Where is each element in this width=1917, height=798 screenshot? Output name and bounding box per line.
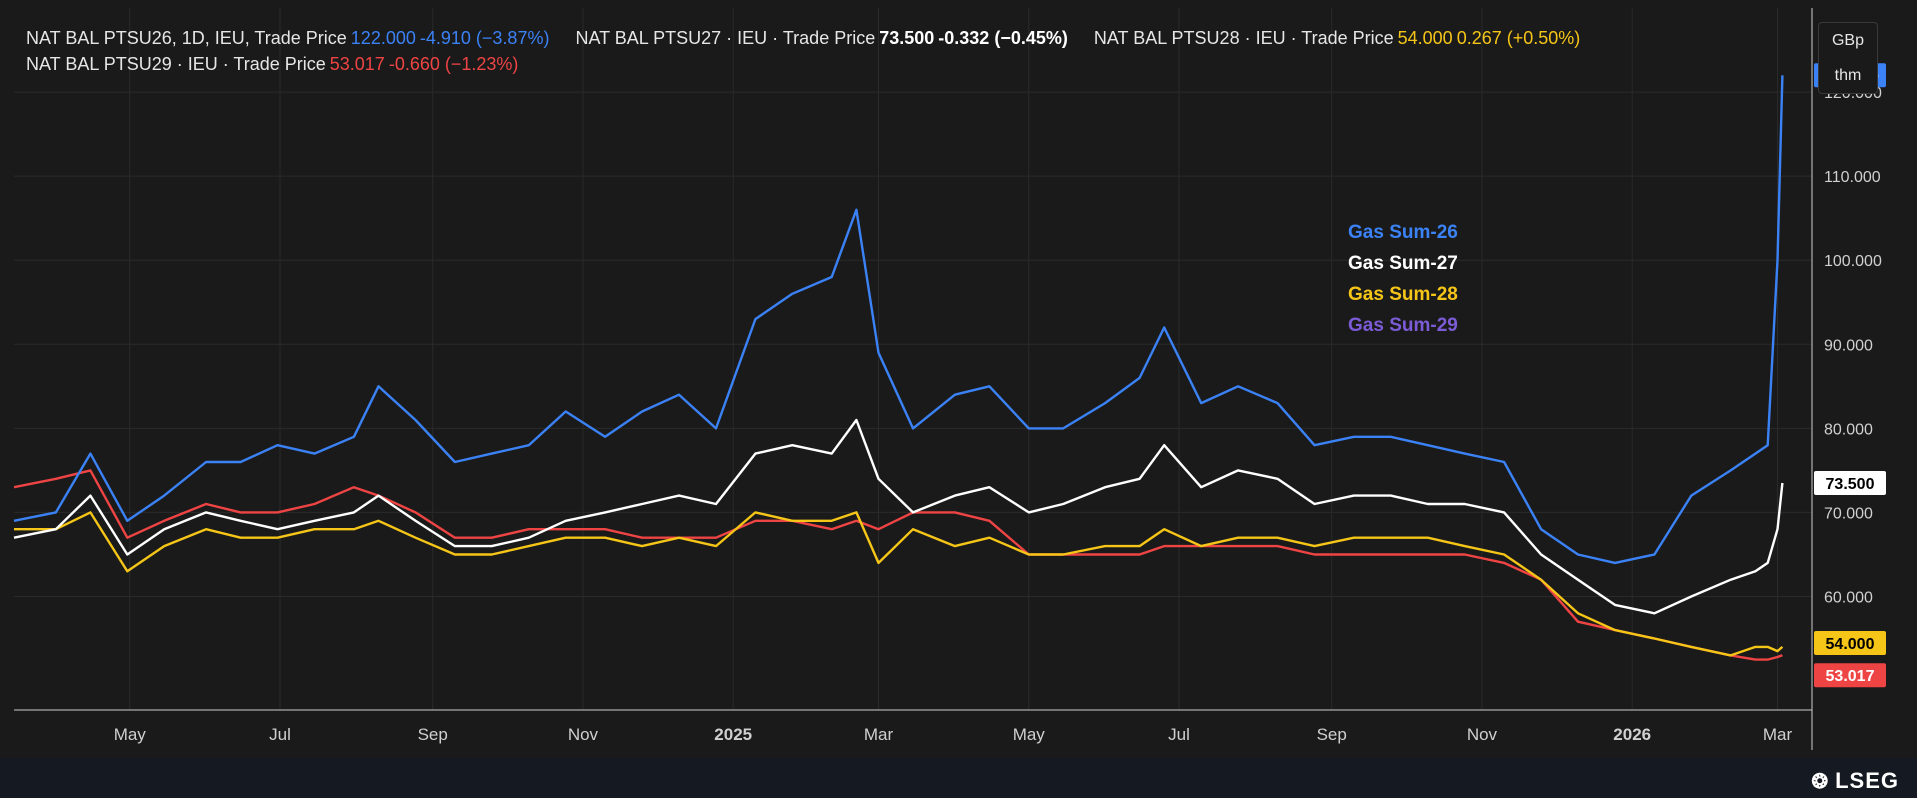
y-tick-label: 100.000 bbox=[1824, 253, 1882, 270]
price-tag-label: 73.500 bbox=[1826, 476, 1875, 493]
series-header-price: 53.017 bbox=[329, 54, 385, 74]
unit-selector-button[interactable]: GBp thm bbox=[1818, 22, 1878, 94]
series-header-change: 0.267 (+0.50%) bbox=[1456, 28, 1581, 48]
legend-entry: Gas Sum-27 bbox=[1348, 253, 1458, 274]
series-line-gas-sum-27 bbox=[13, 418, 1784, 615]
series-header-change: -4.910 (−3.87%) bbox=[419, 28, 550, 48]
legend-entry: Gas Sum-26 bbox=[1348, 222, 1458, 243]
series-header-change: -0.660 (−1.23%) bbox=[388, 54, 519, 74]
footer-bar bbox=[0, 758, 1917, 798]
x-tick-label: Nov bbox=[1467, 725, 1498, 744]
legend-entry: Gas Sum-28 bbox=[1348, 284, 1458, 305]
price-tag-bg bbox=[1814, 663, 1886, 688]
x-tick-label: Nov bbox=[568, 725, 599, 744]
x-tick-label: Sep bbox=[418, 725, 448, 744]
x-tick-label: May bbox=[114, 725, 147, 744]
unit-volume-label: thm bbox=[1834, 67, 1862, 84]
series-line-gas-sum-28 bbox=[14, 511, 1784, 657]
series-header-label: NAT BAL PTSU28 · IEU · Trade Price bbox=[1093, 28, 1394, 48]
series-header-label: NAT BAL PTSU27 · IEU · Trade Price bbox=[575, 28, 876, 48]
series-header-line-2: NAT BAL PTSU29 · IEU · Trade Price 53.017… bbox=[26, 54, 544, 75]
price-tag-label: 54.000 bbox=[1826, 636, 1875, 653]
series-header-line-1: NAT BAL PTSU26, 1D, IEU, Trade Price 122.… bbox=[26, 28, 1606, 49]
x-tick-label: Jul bbox=[1168, 725, 1190, 744]
price-tag-label: 53.017 bbox=[1826, 668, 1875, 685]
y-tick-label: 80.000 bbox=[1824, 421, 1873, 438]
brand-logo: ❂ LSEG bbox=[1811, 768, 1899, 794]
series-header-price: 54.000 bbox=[1397, 28, 1453, 48]
x-tick-label: May bbox=[1013, 725, 1046, 744]
series-header-label: NAT BAL PTSU26, 1D, IEU, Trade Price bbox=[26, 28, 347, 48]
y-tick-label: 90.000 bbox=[1824, 337, 1873, 354]
legend-entry: Gas Sum-29 bbox=[1348, 315, 1458, 336]
y-tick-label: 60.000 bbox=[1824, 590, 1873, 607]
series-header-price: 73.500 bbox=[879, 28, 935, 48]
x-tick-label: Mar bbox=[864, 725, 894, 744]
x-tick-label: Jul bbox=[269, 725, 291, 744]
series-line-gas-sum-26 bbox=[13, 75, 1784, 565]
plot-area bbox=[14, 8, 1812, 710]
price-chart[interactable]: 60.000 70.000 80.000 90.000 100.000 110.000 12… bbox=[0, 0, 1917, 758]
series-line-gas-sum-29 bbox=[13, 469, 1783, 661]
x-tick-label: 2025 bbox=[714, 725, 752, 744]
series-header-price: 122.000 bbox=[350, 28, 416, 48]
price-tag-bg bbox=[1814, 471, 1886, 496]
y-tick-label: 110.000 bbox=[1824, 169, 1881, 186]
x-tick-label: Sep bbox=[1317, 725, 1347, 744]
series-header-change: -0.332 (−0.45%) bbox=[938, 28, 1068, 48]
x-tick-label: Mar bbox=[1763, 725, 1793, 744]
price-tag-bg bbox=[1814, 630, 1886, 655]
series-header-label: NAT BAL PTSU29 · IEU · Trade Price bbox=[26, 54, 326, 74]
lseg-logo-icon: ❂ bbox=[1811, 771, 1830, 793]
y-tick-label: 70.000 bbox=[1824, 505, 1873, 522]
x-tick-label: 2026 bbox=[1613, 725, 1651, 744]
unit-currency-label: GBp bbox=[1831, 32, 1864, 49]
brand-name: LSEG bbox=[1835, 768, 1899, 793]
